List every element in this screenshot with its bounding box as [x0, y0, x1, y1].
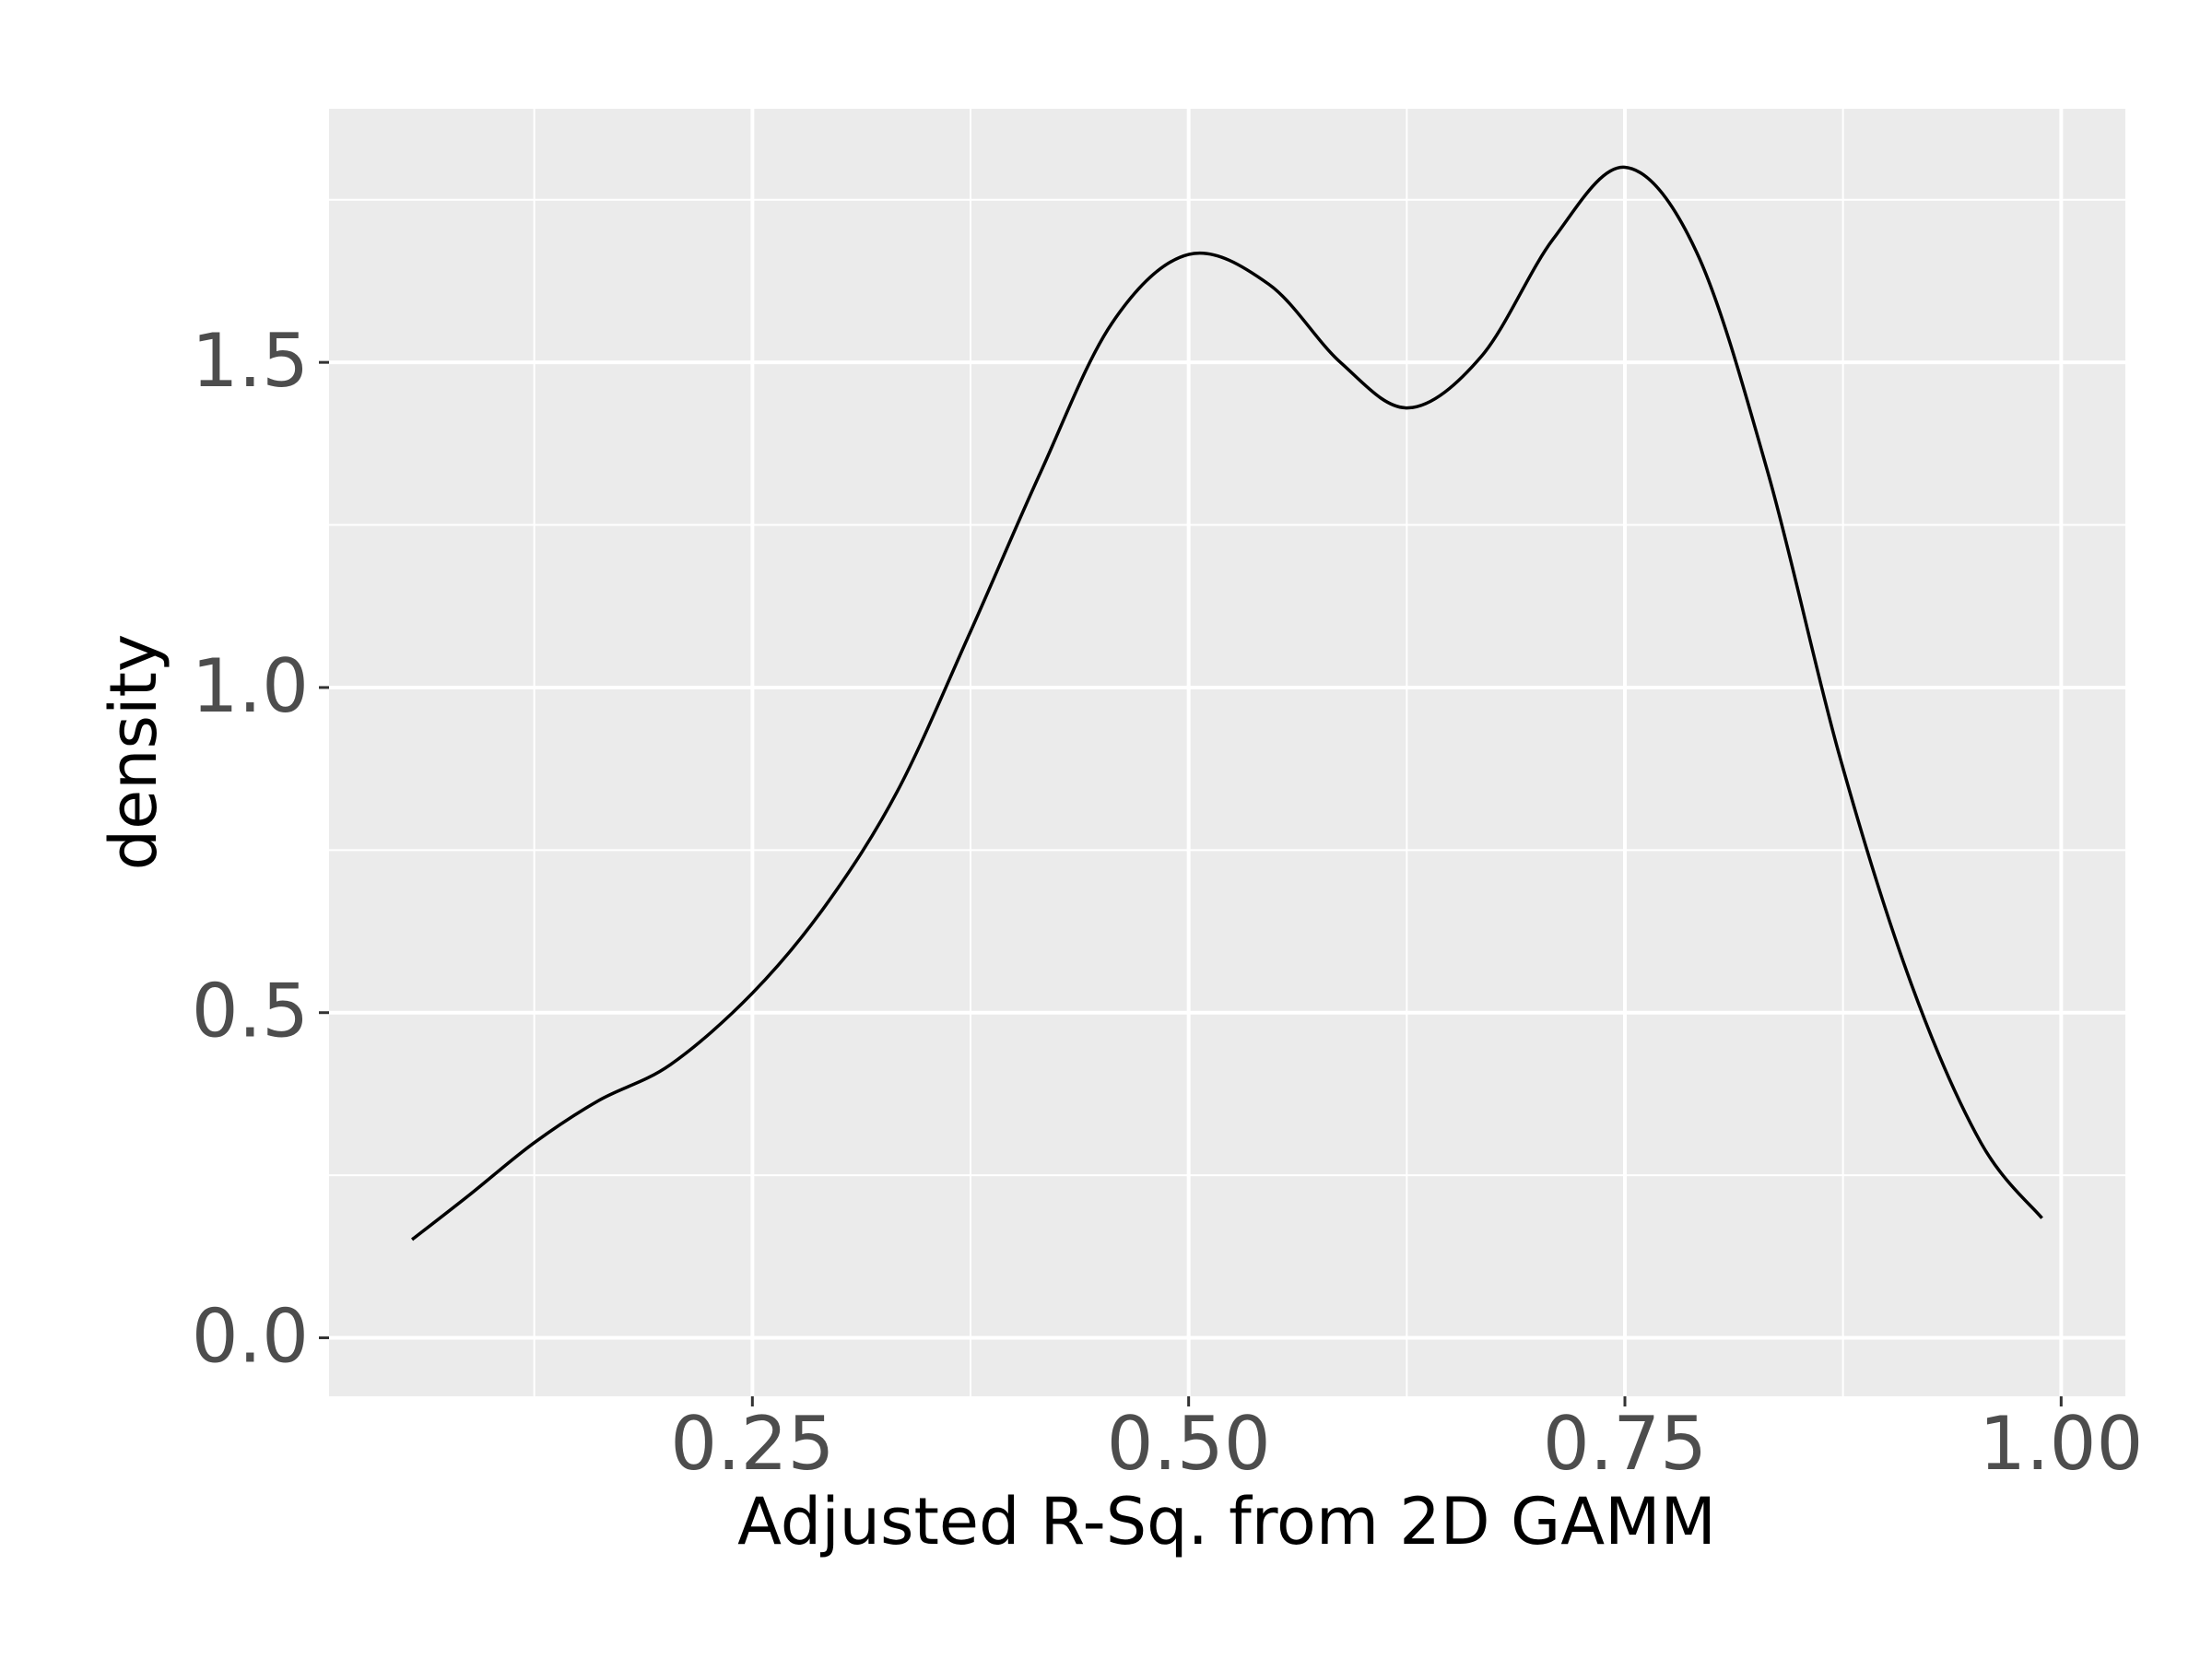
y-tick-label: 0.5	[192, 969, 309, 1054]
y-tick-label: 1.0	[192, 643, 309, 729]
major-grid	[329, 109, 2125, 1396]
y-axis-title: density	[96, 634, 171, 871]
x-axis-title: Adjusted R-Sq. from 2D GAMM	[737, 1484, 1716, 1559]
y-tick-label: 1.5	[192, 318, 309, 404]
density-line	[411, 165, 2043, 1241]
y-tick-label: 0.0	[192, 1293, 309, 1379]
x-tick-label: 0.25	[670, 1401, 834, 1487]
panel	[329, 109, 2125, 1396]
minor-grid	[329, 109, 2125, 1396]
x-tick-label: 0.50	[1107, 1401, 1271, 1487]
x-tick-label: 1.00	[1979, 1401, 2143, 1487]
x-tick-label: 0.75	[1543, 1401, 1707, 1487]
